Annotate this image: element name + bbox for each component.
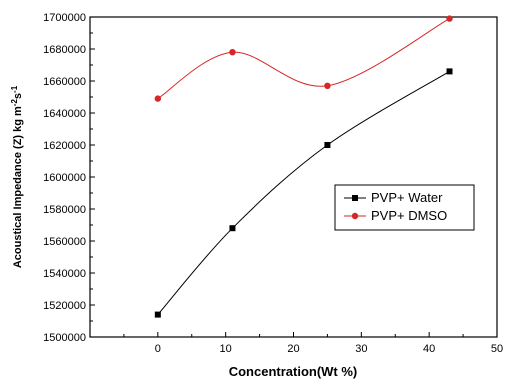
y-tick-label: 1660000 (43, 76, 86, 88)
axes-layer: 0 10 20 30 40 50 1500000 1520000 1540000 1560000 1… (43, 12, 503, 355)
data-point (446, 68, 453, 75)
y-axis-title: Acoustical Impedance (Z) kg m-2s-1 (10, 85, 24, 268)
data-point (229, 49, 236, 56)
y-tick-label: 1640000 (43, 108, 86, 120)
x-tick-label: 30 (355, 343, 367, 355)
y-tick-label: 1680000 (43, 44, 86, 56)
data-point (446, 15, 453, 22)
y-tick-label: 1500000 (43, 332, 86, 344)
y-tick-label: 1580000 (43, 204, 86, 216)
x-tick-label: 20 (287, 343, 299, 355)
y-tick-label: 1620000 (43, 140, 86, 152)
x-tick-label: 10 (220, 343, 232, 355)
x-tick-label: 0 (155, 343, 161, 355)
y-tick-label: 1540000 (43, 268, 86, 280)
legend-label-water: PVP+ Water (371, 190, 443, 205)
series-line-0 (157, 70, 450, 315)
x-axis-title: Concentration(Wt %) (229, 364, 358, 379)
legend-marker-dmso (351, 212, 359, 220)
y-tick-label: 1520000 (43, 300, 86, 312)
y-tick-label: 1560000 (43, 236, 86, 248)
data-point (154, 95, 162, 102)
y-tick-label: 1600000 (43, 172, 86, 184)
data-point (229, 225, 236, 232)
series-line-1 (157, 18, 450, 100)
y-tick-label: 1700000 (43, 12, 86, 24)
plot-frame (89, 16, 498, 338)
x-tick-label: 40 (423, 343, 435, 355)
legend-marker-water (352, 195, 358, 201)
data-point (154, 311, 161, 318)
legend: PVP+ Water PVP+ DMSO (334, 184, 475, 231)
data-point (324, 142, 331, 148)
data-point (324, 82, 331, 90)
legend-label-dmso: PVP+ DMSO (371, 208, 447, 223)
legend-box (334, 184, 475, 231)
series-layer (154, 15, 453, 318)
x-tick-label: 50 (491, 343, 503, 355)
